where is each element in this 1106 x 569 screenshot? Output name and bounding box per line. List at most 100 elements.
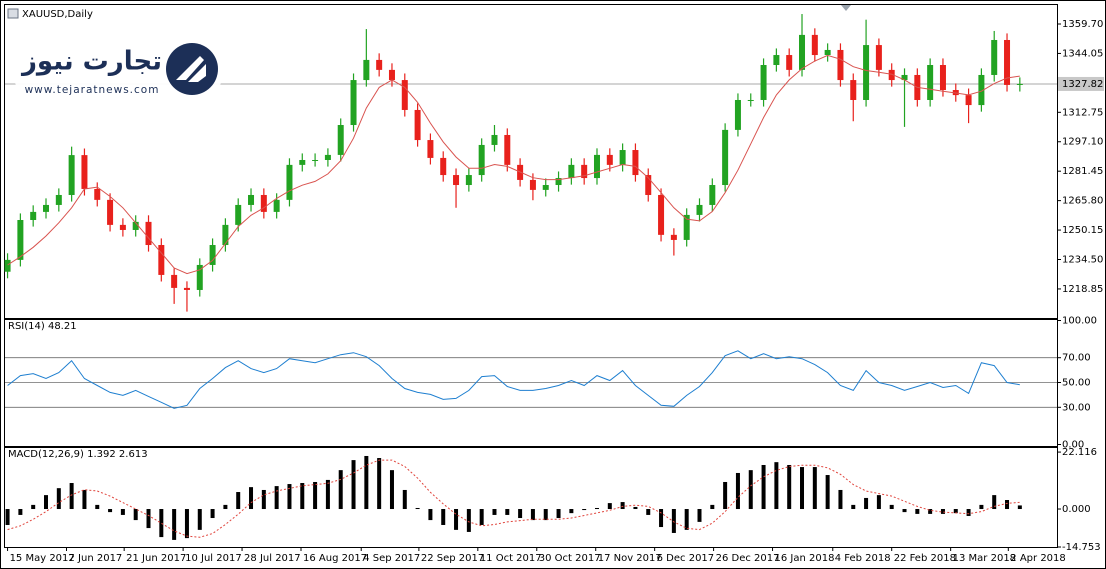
- y-tick-label: 0.000: [1062, 504, 1091, 515]
- macd-bar: [864, 497, 869, 510]
- candle-body: [529, 179, 536, 190]
- current-price-box: [1058, 76, 1104, 91]
- candle-body: [132, 221, 139, 230]
- candle-body: [632, 150, 639, 176]
- candle-body: [107, 199, 114, 225]
- y-tick-label: 1297.10: [1062, 137, 1103, 148]
- candle-body: [645, 175, 652, 195]
- candle-body: [260, 194, 267, 212]
- macd-bar: [620, 502, 625, 510]
- macd-title: MACD(12,26,9) 1.392 2.613: [8, 449, 148, 460]
- chart-title: XAUUSD,Daily: [22, 9, 93, 20]
- rsi-line: [7, 350, 1020, 409]
- macd-bar: [787, 464, 792, 510]
- macd-bar: [18, 509, 23, 515]
- macd-bar: [774, 462, 779, 510]
- y-tick-label: 70.00: [1062, 353, 1091, 364]
- macd-bar: [287, 484, 292, 510]
- candle-body: [888, 69, 895, 81]
- macd-bar: [389, 470, 394, 510]
- candle-body: [376, 59, 383, 70]
- y-tick-label: 1250.15: [1062, 225, 1103, 236]
- macd-bar: [710, 504, 715, 510]
- macd-bar: [274, 486, 279, 510]
- macd-bar: [966, 509, 971, 516]
- macd-bar: [928, 509, 933, 514]
- macd-signal-line: [7, 459, 1020, 538]
- symbol-icon: [7, 8, 19, 19]
- candle-body: [991, 39, 998, 75]
- macd-bar: [454, 509, 459, 530]
- macd-bar: [851, 504, 856, 510]
- candle-body: [119, 224, 126, 230]
- candle-body: [440, 157, 447, 176]
- macd-bar: [800, 467, 805, 510]
- macd-bar: [492, 509, 497, 515]
- candle-body: [863, 45, 870, 100]
- candle-body: [158, 245, 165, 275]
- macd-bar: [338, 470, 343, 510]
- macd-bar: [543, 509, 548, 521]
- macd-bar: [44, 495, 49, 510]
- macd-bar: [441, 509, 446, 525]
- shift-marker: [841, 5, 851, 11]
- macd-bar: [556, 509, 561, 519]
- candle-body: [747, 99, 754, 101]
- macd-bar: [108, 509, 113, 513]
- x-tick-label: 13 Mar 2018: [953, 553, 1016, 564]
- current-price-label: 1327.82: [1062, 79, 1103, 90]
- candle-body: [81, 155, 88, 189]
- rsi-title: RSI(14) 48.21: [8, 321, 77, 332]
- candle-body: [286, 164, 293, 200]
- y-tick-label: 1265.80: [1062, 196, 1103, 207]
- macd-bar: [95, 504, 100, 510]
- macd-bar: [723, 481, 728, 510]
- macd-bar: [940, 509, 945, 514]
- macd-bar: [646, 509, 651, 515]
- candle-body: [722, 129, 729, 186]
- candle-body: [683, 214, 690, 240]
- candle-body: [709, 185, 716, 205]
- macd-bar: [249, 487, 254, 510]
- y-tick-label: 1281.45: [1062, 166, 1103, 177]
- watermark-box: [12, 38, 224, 100]
- macd-bar: [889, 504, 894, 510]
- logo-mark: [176, 56, 206, 82]
- macd-bar: [530, 509, 535, 521]
- candle-body: [606, 154, 613, 165]
- y-tick-label: 50.00: [1062, 378, 1091, 389]
- candle-body: [183, 287, 190, 290]
- x-tick-label: 10 Jul 2017: [185, 553, 242, 564]
- candle-body: [209, 245, 216, 265]
- candle-body: [312, 159, 319, 161]
- candle-body: [222, 224, 229, 246]
- candle-body: [350, 80, 357, 126]
- candle-body: [453, 175, 460, 186]
- candle-body: [581, 164, 588, 179]
- macd-bar: [197, 509, 202, 530]
- candle-body: [555, 178, 562, 186]
- candle-body: [388, 69, 395, 81]
- macd-bar: [915, 509, 920, 514]
- macd-bar: [633, 506, 638, 510]
- candle-body: [235, 204, 242, 225]
- candle-body: [734, 99, 741, 130]
- candle-body: [363, 59, 370, 81]
- candle-body: [978, 74, 985, 106]
- candle-body: [145, 221, 152, 246]
- macd-bar: [351, 460, 356, 510]
- macd-bar: [1017, 505, 1022, 510]
- candle-body: [760, 65, 767, 100]
- x-tick-label: 22 Sep 2017: [421, 553, 484, 564]
- plot-layer: 1359.70 1344.05 1312.75 1297.10 1281.45 1265.…: [4, 14, 1104, 564]
- candle-body: [401, 80, 408, 110]
- macd-bar: [313, 481, 318, 510]
- main-panel-frame: [4, 4, 1058, 319]
- macd-bar: [1005, 500, 1010, 510]
- macd-bar: [223, 504, 228, 510]
- y-tick-label: 1359.70: [1062, 19, 1103, 30]
- macd-bar: [569, 509, 574, 514]
- x-tick-label: 16 Aug 2017: [303, 553, 367, 564]
- macd-bar: [607, 503, 612, 510]
